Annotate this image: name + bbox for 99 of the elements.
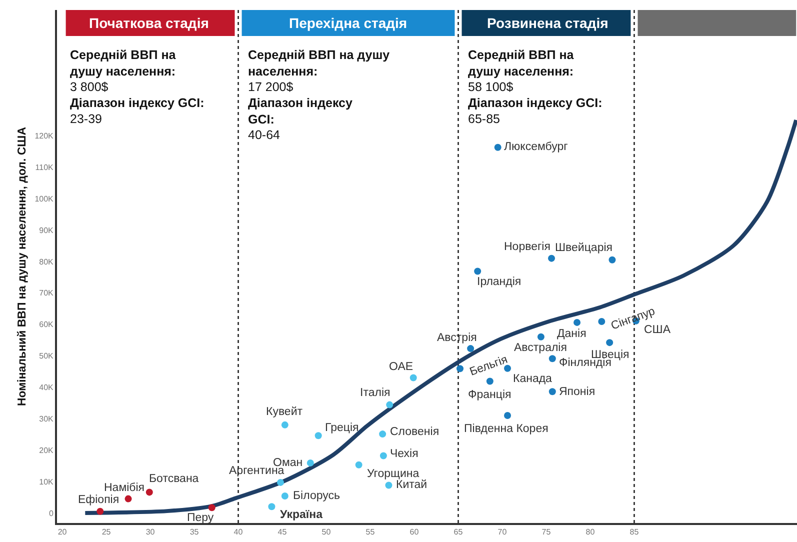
annotation: Розвинена стадія [487,15,608,31]
x-tick-label: 25 [102,528,112,537]
point [379,430,386,438]
annotation: 40-64 [248,128,280,142]
point [548,254,556,262]
annotation: Люксембург [504,141,568,153]
annotation: Китай [396,479,428,491]
annotation: Угорщина [367,468,420,480]
annotation: Словенія [390,426,440,438]
point [277,478,284,486]
annotation: Італія [360,387,390,399]
point [598,318,606,326]
x-tick-label: 55 [366,528,376,537]
point [606,339,614,346]
y-tick-label: 0 [48,508,54,518]
y-tick-label: 20K [39,446,54,455]
point [574,318,581,326]
annotation: Середній ВВП на душу населення: [70,48,177,78]
annotation: Діапазон індексу GCI: [70,96,204,110]
y-tick-label: 80K [39,257,54,266]
point [208,504,216,512]
x-tick-label: 40 [234,528,244,537]
y-axis-title: Номінальний ВВП на душу населення, дол. США [16,126,29,406]
point [537,333,544,340]
point [504,412,512,419]
annotation: 58 100$ [468,80,514,94]
x-tick-label: 70 [498,528,508,537]
annotation: Діапазон індексу GCI: [248,96,352,126]
point [355,461,362,468]
annotation: Середній ВВП на душу населення: [468,48,575,78]
point [314,432,322,440]
point [380,452,387,460]
annotation: Перехідна стадія [289,15,408,31]
y-tick-label: 120K [34,132,54,141]
point [467,345,474,352]
annotation: Кувейт [266,406,304,418]
annotation: Канада [513,373,553,385]
y-tick-label: 100K [34,194,54,204]
point [456,365,464,372]
point [494,144,502,151]
point [548,388,556,396]
y-tick-label: 40K [39,383,54,392]
x-tick-label: 85 [630,528,640,537]
annotation: Греція [325,422,359,434]
annotation: Франція [468,389,512,401]
x-tick-label: 60 [410,528,420,537]
point [486,378,494,385]
x-tick-label: 35 [190,528,200,537]
point [146,488,153,496]
annotation: Австрія [437,332,477,344]
annotation: Швейцарія [555,242,612,254]
annotation: Початкова стадія [89,15,209,31]
y-tick-label: 90K [39,226,54,235]
point [608,256,616,264]
x-tick-label: 75 [542,528,552,537]
point [96,508,104,515]
annotation: Перу [187,512,214,524]
annotation: Чехія [390,448,418,460]
point [281,492,288,500]
annotation: Бельгія [468,354,510,378]
y-tick-label: 110K [35,162,54,172]
x-tick-label: 65 [454,528,464,537]
annotation: 17 200$ [248,80,294,94]
point [410,374,417,382]
y-tick-label: 60K [39,320,54,330]
annotation: Ботсвана [149,473,200,485]
point [386,401,394,408]
point [306,459,314,466]
annotation: Україна [280,509,324,521]
x-tick-label: 45 [278,528,288,537]
annotation: Ірландія [477,276,522,288]
point [268,503,276,510]
annotation: ОАЕ [389,361,414,373]
annotation: 65-85 [468,112,500,126]
annotation: 23-39 [70,112,102,126]
annotation: Південна Корея [464,423,548,435]
x-tick-label: 80 [586,528,596,537]
annotation: Діапазон індексу GCI: [468,96,602,110]
point [124,495,132,502]
annotation: 3 800$ [70,80,108,94]
y-tick-label: 30K [39,414,54,424]
x-tick-label: 50 [322,528,332,537]
y-tick-label: 50K [39,352,54,361]
point [385,482,392,489]
annotation: Ефіопія [78,494,120,506]
annotation: Середній ВВП на душу населення: [248,48,390,78]
annotation: Данія [557,328,586,340]
x-tick-label: 20 [58,528,68,537]
annotation: Японія [559,386,596,398]
annotation: Білорусь [293,490,340,502]
point [474,268,482,275]
y-tick-label: 10K [39,477,54,486]
point [281,421,288,428]
annotation: Норвегія [504,241,550,253]
x-tick-label: 30 [146,528,156,537]
point [548,355,556,362]
y-tick-label: 70K [39,288,54,298]
annotation: Намібія [104,482,145,494]
annotation: Австралія [514,342,567,354]
